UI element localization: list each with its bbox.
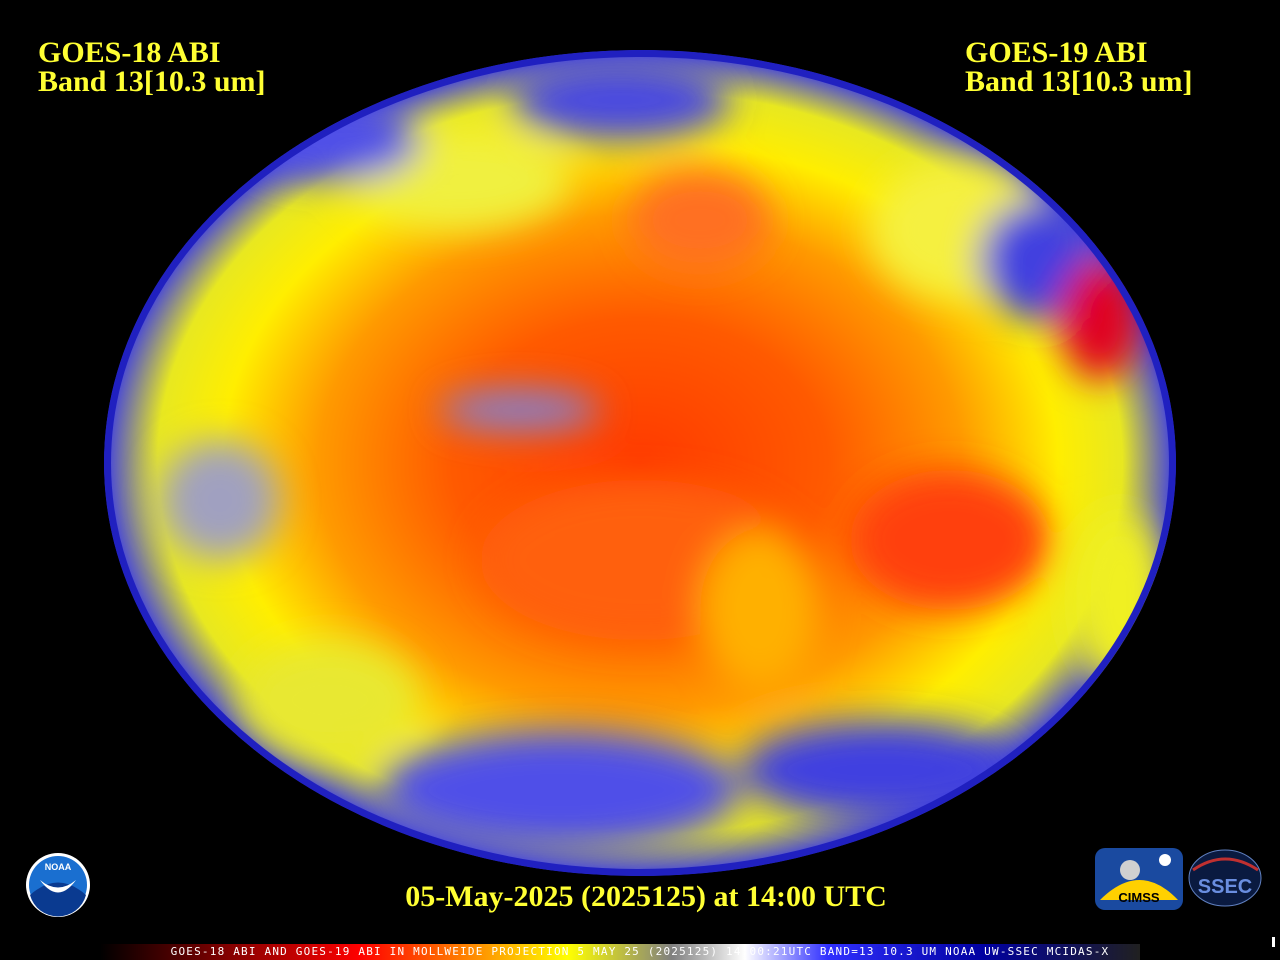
cimss-text: CIMSS	[1118, 890, 1160, 905]
color-bar	[100, 944, 1140, 960]
cimss-logo: CIMSS	[1095, 848, 1183, 910]
ssec-logo: SSEC	[1188, 849, 1262, 907]
left-label-line2: Band 13[10.3 um]	[38, 65, 266, 98]
caption: GOES-18 ABI AND GOES-19 ABI IN MOLLWEIDE…	[171, 945, 1110, 958]
right-label-line1: GOES-19 ABI	[965, 36, 1148, 69]
noaa-logo: NOAA	[26, 853, 90, 917]
noaa-text: NOAA	[45, 862, 72, 872]
timestamp: 05-May-2025 (2025125) at 14:00 UTC	[405, 880, 887, 913]
left-label-line1: GOES-18 ABI	[38, 36, 221, 69]
globe	[104, 50, 1176, 876]
corner-mark	[1272, 937, 1275, 947]
right-label-line2: Band 13[10.3 um]	[965, 65, 1193, 98]
ssec-text: SSEC	[1198, 876, 1252, 898]
